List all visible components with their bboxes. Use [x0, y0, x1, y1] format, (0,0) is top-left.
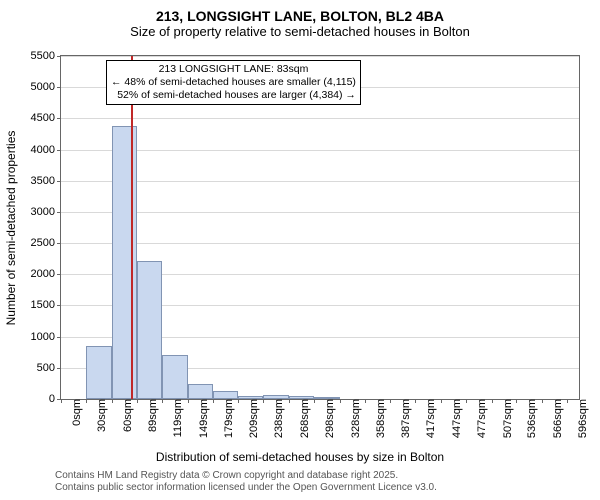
ytick-label: 4000: [31, 144, 61, 156]
ytick-label: 5500: [31, 50, 61, 62]
xtick-mark: [162, 399, 163, 403]
footnote: Contains HM Land Registry data © Crown c…: [55, 470, 437, 494]
xtick-label: 566sqm: [546, 399, 564, 438]
gridline: [61, 56, 579, 57]
xtick-label: 477sqm: [470, 399, 488, 438]
xtick-label: 507sqm: [496, 399, 514, 438]
xtick-mark: [61, 399, 62, 403]
xtick-label: 298sqm: [318, 399, 336, 438]
histogram-bar: [86, 346, 111, 399]
xtick-label: 536sqm: [520, 399, 538, 438]
xtick-mark: [415, 399, 416, 403]
xtick-mark: [567, 399, 568, 403]
gridline: [61, 150, 579, 151]
xtick-label: 596sqm: [571, 399, 589, 438]
histogram-bar: [213, 391, 238, 399]
ytick-label: 4500: [31, 112, 61, 124]
chart-title: 213, LONGSIGHT LANE, BOLTON, BL2 4BA: [0, 8, 600, 24]
xtick-mark: [542, 399, 543, 403]
xtick-label: 179sqm: [217, 399, 235, 438]
chart-container: 213, LONGSIGHT LANE, BOLTON, BL2 4BA Siz…: [0, 0, 600, 500]
histogram-bar: [162, 355, 187, 399]
xtick-label: 60sqm: [116, 399, 134, 432]
xtick-label: 328sqm: [344, 399, 362, 438]
xtick-label: 358sqm: [369, 399, 387, 438]
reference-line: [131, 56, 133, 399]
xtick-mark: [516, 399, 517, 403]
histogram-bar: [137, 261, 162, 399]
xtick-label: 238sqm: [267, 399, 285, 438]
xtick-mark: [441, 399, 442, 403]
xtick-mark: [137, 399, 138, 403]
xtick-label: 119sqm: [166, 399, 184, 437]
ytick-label: 500: [37, 362, 61, 374]
title-block: 213, LONGSIGHT LANE, BOLTON, BL2 4BA Siz…: [0, 0, 600, 39]
xtick-label: 447sqm: [445, 399, 463, 438]
xtick-label: 149sqm: [192, 399, 210, 438]
xtick-mark: [466, 399, 467, 403]
annotation-line-2: ← 48% of semi-detached houses are smalle…: [111, 76, 356, 89]
gridline: [61, 118, 579, 119]
xtick-label: 417sqm: [419, 399, 437, 438]
footnote-line-2: Contains public sector information licen…: [55, 482, 437, 494]
xtick-label: 30sqm: [90, 399, 108, 432]
y-axis-label: Number of semi-detached properties: [4, 33, 18, 228]
annotation-box: 213 LONGSIGHT LANE: 83sqm ← 48% of semi-…: [106, 60, 361, 105]
ytick-label: 3500: [31, 175, 61, 187]
histogram-bar: [188, 384, 213, 399]
xtick-label: 89sqm: [141, 399, 159, 432]
xtick-mark: [238, 399, 239, 403]
plot-area: 0500100015002000250030003500400045005000…: [60, 55, 580, 400]
footnote-line-1: Contains HM Land Registry data © Crown c…: [55, 470, 437, 482]
annotation-line-1: 213 LONGSIGHT LANE: 83sqm: [111, 63, 356, 76]
x-axis-label: Distribution of semi-detached houses by …: [0, 450, 600, 464]
xtick-label: 0sqm: [65, 399, 83, 426]
ytick-label: 3000: [31, 206, 61, 218]
gridline: [61, 212, 579, 213]
ytick-label: 2000: [31, 268, 61, 280]
ytick-label: 0: [49, 393, 61, 405]
gridline: [61, 181, 579, 182]
xtick-mark: [340, 399, 341, 403]
xtick-mark: [112, 399, 113, 403]
annotation-line-3: 52% of semi-detached houses are larger (…: [111, 89, 356, 102]
xtick-mark: [390, 399, 391, 403]
xtick-label: 268sqm: [293, 399, 311, 438]
xtick-mark: [188, 399, 189, 403]
xtick-mark: [86, 399, 87, 403]
xtick-mark: [263, 399, 264, 403]
chart-subtitle: Size of property relative to semi-detach…: [0, 24, 600, 39]
ytick-label: 1000: [31, 331, 61, 343]
ytick-label: 1500: [31, 299, 61, 311]
xtick-mark: [314, 399, 315, 403]
xtick-mark: [365, 399, 366, 403]
xtick-mark: [213, 399, 214, 403]
xtick-label: 387sqm: [394, 399, 412, 438]
ytick-label: 5000: [31, 81, 61, 93]
xtick-label: 209sqm: [242, 399, 260, 438]
xtick-mark: [492, 399, 493, 403]
ytick-label: 2500: [31, 237, 61, 249]
gridline: [61, 243, 579, 244]
xtick-mark: [289, 399, 290, 403]
